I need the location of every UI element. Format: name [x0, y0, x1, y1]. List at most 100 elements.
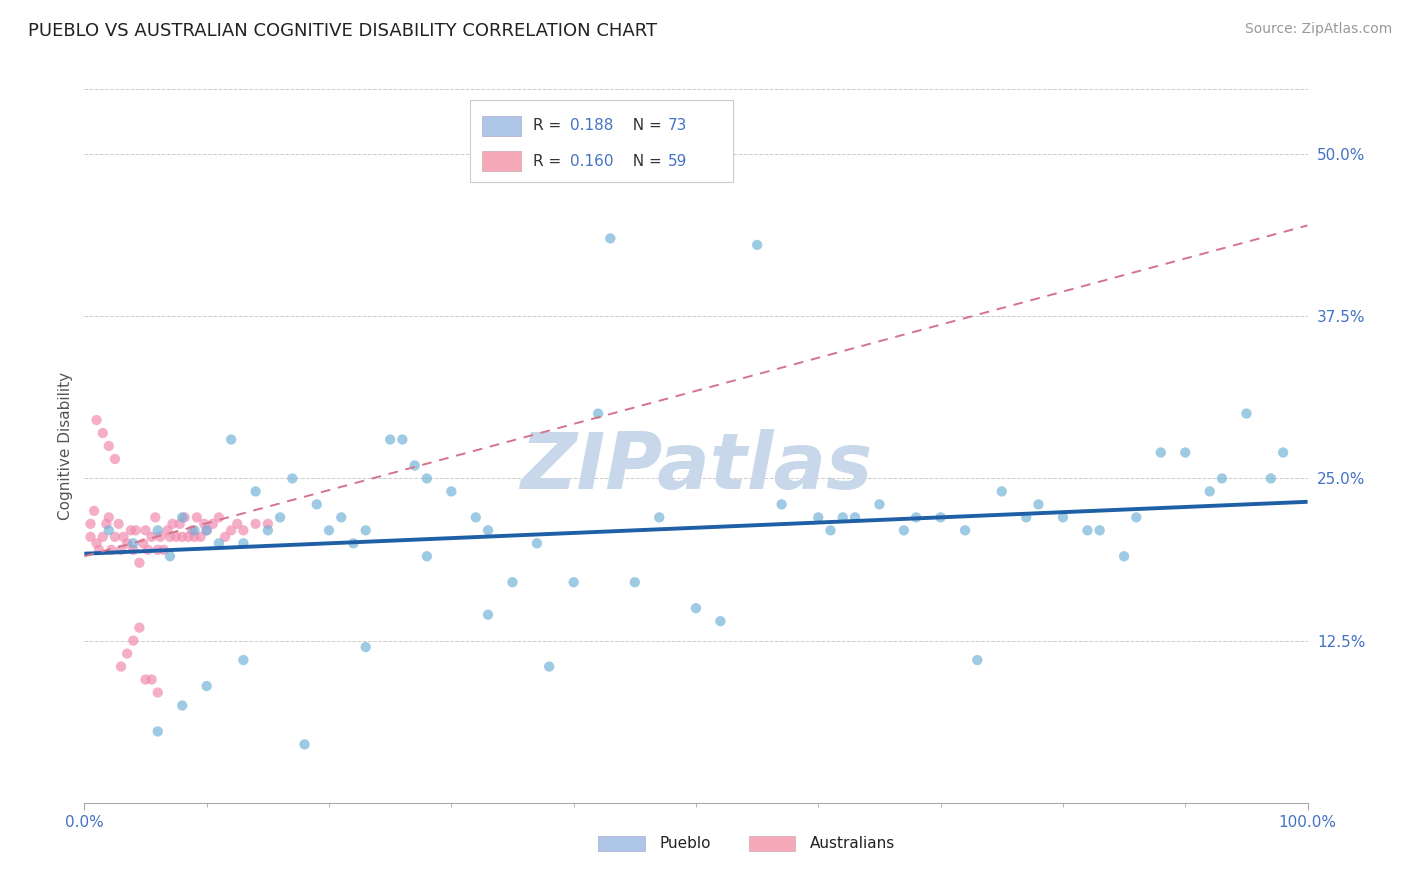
Point	[87, 542, 110, 557]
Point	[190, 530, 212, 544]
Point	[159, 549, 181, 564]
Point	[83, 504, 105, 518]
Point	[1088, 524, 1111, 538]
Point	[624, 575, 647, 590]
Point	[1028, 497, 1050, 511]
Point	[104, 452, 127, 467]
Point	[186, 510, 208, 524]
Point	[245, 484, 267, 499]
Point	[281, 471, 304, 485]
Bar	[598, 836, 644, 851]
Point	[685, 601, 707, 615]
Point	[1198, 484, 1220, 499]
Point	[193, 516, 215, 531]
Point	[177, 530, 200, 544]
Point	[195, 679, 218, 693]
Text: N =: N =	[623, 118, 666, 133]
Point	[135, 673, 157, 687]
Point	[1052, 510, 1074, 524]
Point	[96, 516, 118, 531]
Bar	[748, 836, 794, 851]
Point	[391, 433, 413, 447]
Point	[893, 524, 915, 538]
Point	[181, 524, 204, 538]
Point	[502, 575, 524, 590]
Point	[107, 516, 129, 531]
Point	[146, 685, 169, 699]
Point	[440, 484, 463, 499]
Point	[141, 530, 163, 544]
Point	[831, 510, 853, 524]
Point	[226, 516, 249, 531]
Point	[169, 516, 191, 531]
Point	[477, 524, 499, 538]
Point	[477, 607, 499, 622]
Point	[156, 524, 179, 538]
Point	[747, 238, 769, 252]
Point	[354, 640, 377, 654]
Point	[122, 536, 145, 550]
Point	[586, 407, 609, 421]
Point	[1260, 471, 1282, 485]
Point	[232, 536, 254, 550]
Point	[1076, 524, 1098, 538]
Point	[201, 516, 224, 531]
Point	[526, 536, 548, 550]
Point	[294, 738, 316, 752]
Point	[404, 458, 426, 473]
Text: N =: N =	[623, 153, 666, 169]
Point	[208, 510, 231, 524]
Point	[183, 530, 205, 544]
Point	[115, 647, 138, 661]
Point	[141, 673, 163, 687]
Point	[770, 497, 793, 511]
Point	[91, 530, 114, 544]
Point	[905, 510, 928, 524]
Point	[79, 530, 101, 544]
Point	[183, 524, 205, 538]
Point	[162, 516, 184, 531]
Point	[1125, 510, 1147, 524]
Text: Australians: Australians	[810, 836, 896, 851]
Point	[149, 530, 172, 544]
Point	[86, 413, 108, 427]
Point	[305, 497, 328, 511]
Point	[79, 516, 101, 531]
Point	[208, 536, 231, 550]
Text: Pueblo: Pueblo	[659, 836, 711, 851]
Point	[195, 524, 218, 538]
Point	[1174, 445, 1197, 459]
Point	[844, 510, 866, 524]
Point	[110, 659, 132, 673]
Point	[165, 530, 187, 544]
Point	[100, 542, 122, 557]
Point	[1114, 549, 1136, 564]
Point	[173, 510, 195, 524]
Point	[219, 433, 242, 447]
Point	[86, 536, 108, 550]
Point	[709, 614, 731, 628]
Text: R =: R =	[533, 118, 567, 133]
Point	[929, 510, 952, 524]
Point	[214, 530, 236, 544]
Point	[91, 425, 114, 440]
Text: 0.188: 0.188	[569, 118, 613, 133]
Point	[648, 510, 671, 524]
Point	[128, 556, 150, 570]
Point	[1236, 407, 1258, 421]
Bar	[482, 152, 522, 171]
Point	[257, 524, 280, 538]
Point	[354, 524, 377, 538]
Point	[269, 510, 291, 524]
Point	[820, 524, 842, 538]
Point	[257, 516, 280, 531]
Point	[195, 524, 218, 538]
Point	[464, 510, 486, 524]
Point	[966, 653, 988, 667]
Bar	[482, 116, 522, 136]
Bar	[470, 100, 733, 182]
Point	[172, 530, 194, 544]
Point	[120, 524, 142, 538]
Text: 73: 73	[668, 118, 688, 133]
Text: ZIPatlas: ZIPatlas	[520, 429, 872, 506]
